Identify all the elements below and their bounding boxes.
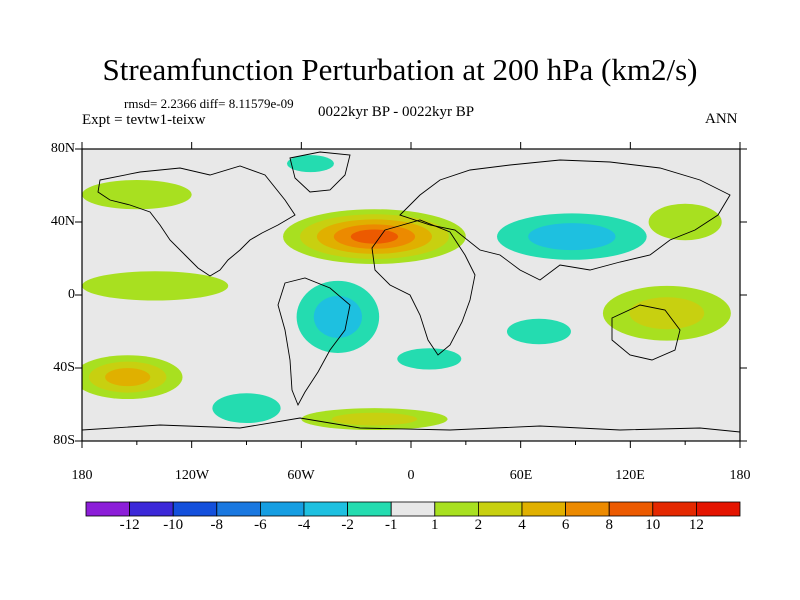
lon-label-120w: 120W [174,468,210,483]
colorbar-label-12: 10 [645,517,661,533]
coast-north-america [97,165,296,277]
colorbar-label-13: 12 [688,517,704,533]
contour-north-pacific-low-level-1 [127,203,201,241]
colorbar-box-5 [303,501,348,517]
colorbar-label-11: 8 [605,517,613,533]
contour-south-pacific-high-level-3 [105,368,151,387]
colorbar-label-4: -4 [297,517,311,533]
lon-label-180e: 180 [729,468,751,483]
colorbar-label-8: 2 [474,517,483,533]
colorbar-box-12 [608,501,654,517]
lat-label-40n: 40N [50,214,75,229]
colorbar-label-5: -2 [341,517,354,533]
coast-australia [611,304,681,361]
lon-label-60e: 60E [509,468,533,483]
colorbar-label-9: 4 [518,517,526,533]
colorbar-box-8 [434,501,479,517]
map-title: Streamfunction Perturbation at 200 hPa (… [102,52,698,87]
colorbar-label-3: -6 [254,517,267,533]
colorbar [85,501,741,517]
lon-label-180w: 180 [71,468,93,483]
colorbar-label-2: -8 [210,517,224,533]
contour-asia-low-level-3 [528,223,616,251]
lat-label-eq: 0 [68,287,75,302]
contour-arctic-low-europe-level-1 [429,149,576,179]
lat-label-80n: 80N [50,141,75,156]
colorbar-box-10 [521,501,566,517]
contour-sahara-atlantic-high-level-5 [350,229,399,244]
colorbar-label-7: 1 [431,517,439,533]
colorbar-box-6 [347,501,392,517]
contour-east-asia-high-level-1 [648,203,722,241]
contour-south-atlantic-low-level-2 [397,348,462,370]
colorbar-box-7 [390,501,436,517]
coastlines [82,151,740,433]
contour-south-america-low-level-3 [313,295,362,338]
lat-label-80s: 80S [53,433,75,448]
lon-label-60w: 60W [287,468,315,483]
colorbar-box-11 [565,501,610,517]
colorbar-label-1: -10 [163,517,184,533]
coast-eurasia [399,159,731,281]
contour-tropical-pacific-high-level-1 [82,271,229,301]
contour-field [82,149,740,441]
coast-greenland [289,151,351,193]
colorbar-label-10: 6 [561,517,570,533]
colorbar-box-9 [477,501,523,517]
coast-antarctica [82,417,740,433]
contour-southern-ocean-high-level-2 [331,412,418,426]
contour-south-pacific-low-level-2 [212,393,281,424]
season-label: ANN [705,111,738,127]
axis-ticks [75,142,747,448]
colorbar-label-0: -12 [119,517,140,533]
colorbar-box-2 [172,501,218,517]
colorbar-box-0 [85,501,130,517]
contour-arctic-low-americas-level-2 [287,155,334,173]
coast-south-america [277,277,351,407]
contour-north-pacific-high-level-1 [82,180,192,210]
lon-label-120e: 120E [615,468,645,483]
coast-africa [371,219,476,356]
colorbar-box-14 [696,501,741,517]
lon-label-0: 0 [407,468,415,483]
colorbar-label-6: -1 [384,517,398,533]
period-label: 0022kyr BP - 0022kyr BP [318,104,475,120]
contour-indian-ocean-low-level-2 [506,318,571,345]
colorbar-box-1 [129,501,174,517]
colorbar-box-3 [216,501,261,517]
experiment-label: Expt = tevtw1-teixw [82,112,206,128]
colorbar-box-13 [652,501,697,517]
stats-line: rmsd= 2.2366 diff= 8.11579e-09 [124,96,294,111]
lat-label-40s: 40S [53,360,75,375]
colorbar-box-4 [259,501,305,517]
